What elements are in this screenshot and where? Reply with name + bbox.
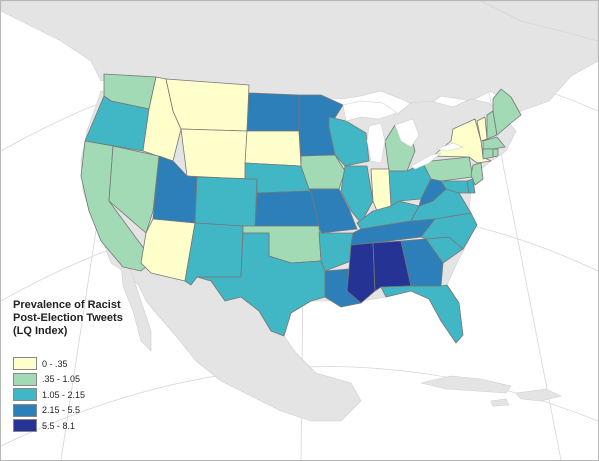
state-CT[interactable]	[482, 148, 494, 160]
legend-items: 0 - .35 .35 - 1.05 1.05 - 2.15 2.15 - 5.…	[13, 356, 163, 434]
baja-california	[120, 262, 152, 352]
state-MD[interactable]	[440, 180, 470, 194]
legend-item: 0 - .35	[13, 356, 163, 372]
great-lakes	[342, 100, 464, 170]
greenland-landmass	[480, 1, 598, 42]
legend-label: 2.15 - 5.5	[42, 405, 81, 416]
legend-label: 1.05 - 2.15	[42, 389, 86, 400]
legend-title-line-3: (LQ Index)	[13, 325, 68, 337]
legend-item: .35 - 1.05	[13, 372, 163, 388]
lake-michigan	[366, 122, 386, 164]
state-NM[interactable]	[184, 222, 244, 286]
state-CO[interactable]	[194, 176, 258, 228]
state-KS[interactable]	[254, 190, 320, 228]
state-RI[interactable]	[492, 148, 499, 158]
legend-title-line-1: Prevalence of Racist	[13, 299, 121, 311]
legend-label: 0 - .35	[42, 358, 68, 369]
legend-swatch	[13, 388, 37, 402]
state-GA[interactable]	[400, 238, 444, 287]
map-legend: Prevalence of Racist Post-Election Tweet…	[13, 299, 163, 434]
hispaniola	[515, 388, 562, 402]
state-NY[interactable]	[432, 118, 492, 164]
caribbean-island	[490, 398, 510, 407]
state-SD[interactable]	[244, 130, 302, 167]
state-AR[interactable]	[318, 232, 354, 272]
canada-landmass	[1, 1, 598, 120]
state-ND[interactable]	[246, 92, 300, 132]
legend-item: 5.5 - 8.1	[13, 418, 163, 434]
state-MS[interactable]	[346, 242, 376, 304]
state-WI[interactable]	[328, 116, 370, 167]
lake-huron	[394, 118, 420, 148]
lake-superior	[342, 100, 398, 122]
legend-swatch	[13, 372, 37, 386]
legend-title-line-2: Post-Election Tweets	[13, 312, 123, 324]
cuba	[420, 375, 512, 394]
state-MO[interactable]	[308, 188, 358, 234]
lake-erie	[410, 152, 442, 170]
state-TX[interactable]	[196, 232, 326, 337]
legend-label: .35 - 1.05	[42, 374, 81, 385]
legend-label: 5.5 - 8.1	[42, 420, 76, 431]
us-states	[80, 73, 522, 344]
legend-swatch	[13, 403, 37, 417]
legend-swatch	[13, 357, 37, 371]
state-ME[interactable]	[492, 88, 522, 136]
legend-swatch	[13, 419, 37, 433]
lake-ontario	[435, 142, 464, 152]
legend-item: 1.05 - 2.15	[13, 387, 163, 403]
state-MT[interactable]	[165, 78, 250, 132]
state-IA[interactable]	[300, 154, 346, 190]
state-NV[interactable]	[108, 145, 160, 234]
state-MA[interactable]	[482, 136, 506, 150]
legend-title: Prevalence of Racist Post-Election Tweet…	[13, 299, 163, 338]
state-NJ[interactable]	[470, 162, 484, 186]
legend-item: 2.15 - 5.5	[13, 403, 163, 419]
state-FL[interactable]	[380, 284, 464, 344]
state-WY[interactable]	[180, 128, 248, 180]
